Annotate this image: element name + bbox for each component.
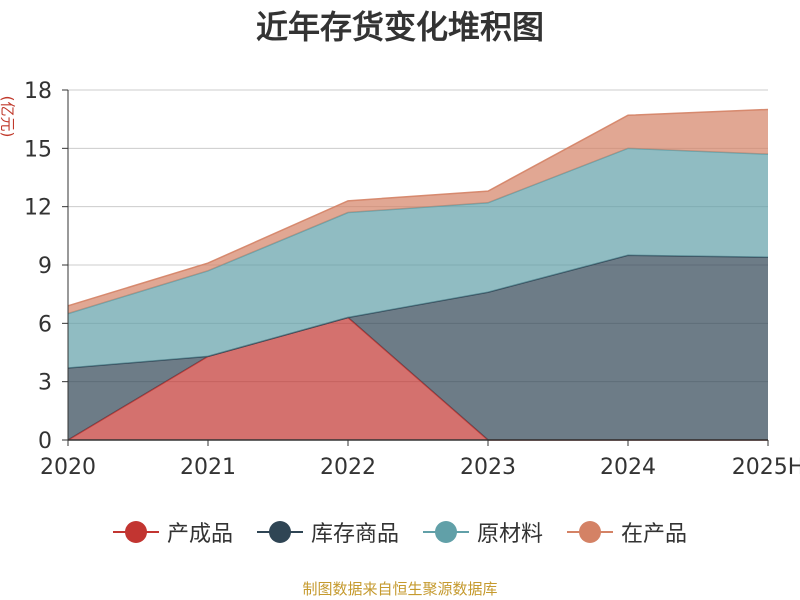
- chart-title: 近年存货变化堆积图: [255, 8, 544, 46]
- legend-marker-icon: [112, 517, 159, 547]
- area-series-line-3: [67, 108, 769, 307]
- legend-marker-icon: [256, 517, 303, 547]
- legend-label: 在产品: [621, 522, 688, 547]
- legend-label: 原材料: [477, 522, 544, 547]
- y-tick-label: 0: [38, 429, 52, 454]
- area-series-3: [68, 109, 768, 314]
- y-tick-label: 12: [24, 196, 52, 221]
- area-series-2: [68, 148, 768, 369]
- legend-label: 库存商品: [310, 522, 399, 547]
- y-tick-label: 9: [38, 254, 52, 279]
- x-tick-label: 2022: [320, 455, 376, 480]
- legend: 产成品 库存商品 原材料 在产品: [0, 516, 800, 548]
- x-tick-label: 2025H: [732, 455, 800, 480]
- stacked-areas: [67, 108, 769, 441]
- source-note: 制图数据来自恒生聚源数据库: [302, 580, 498, 598]
- y-tick-label: 3: [38, 371, 52, 396]
- axes: 0 3 6 9 12 15 18 2020 2021 2022 2023 2024 2025H: [24, 79, 800, 480]
- legend-item-2[interactable]: 原材料: [423, 516, 543, 548]
- x-tick-label: 2023: [460, 455, 516, 480]
- x-tick-label: 2024: [600, 455, 656, 480]
- y-tick-label: 6: [38, 312, 52, 337]
- legend-item-1[interactable]: 库存商品: [256, 516, 399, 548]
- y-axis-unit-label: (亿元): [0, 95, 17, 138]
- legend-item-3[interactable]: 在产品: [567, 516, 687, 548]
- legend-marker-icon: [423, 517, 469, 547]
- legend-label: 产成品: [166, 522, 233, 547]
- x-tick-label: 2021: [180, 455, 236, 480]
- area-series-1: [68, 255, 768, 440]
- y-tick-label: 15: [24, 137, 52, 162]
- legend-item-0[interactable]: 产成品: [112, 516, 233, 548]
- legend-marker-icon: [567, 517, 614, 547]
- y-tick-label: 18: [24, 79, 52, 104]
- x-tick-label: 2020: [40, 455, 96, 480]
